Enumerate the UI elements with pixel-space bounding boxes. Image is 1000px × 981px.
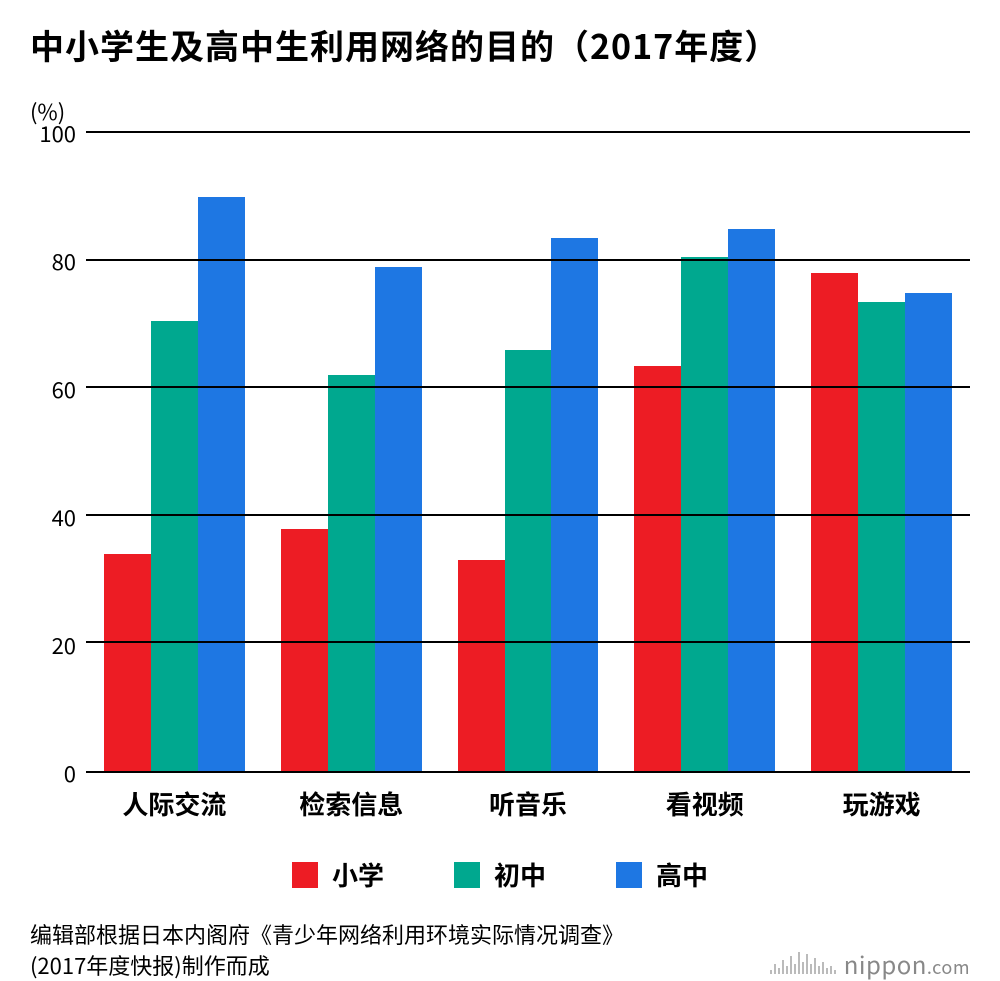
x-label: 听音乐 [440, 785, 617, 822]
gridline [86, 259, 970, 261]
legend-item: 初中 [454, 856, 546, 893]
x-label: 看视频 [616, 785, 793, 822]
bar [858, 302, 905, 771]
bar [104, 554, 151, 771]
bar [505, 350, 552, 771]
brand-logo: nippon.com [770, 946, 970, 981]
bar-group [440, 133, 617, 771]
bar [634, 366, 681, 771]
y-tick: 80 [52, 245, 76, 277]
footer: 编辑部根据日本内阁府《青少年网络利用环境实际情况调查》 (2017年度快报)制作… [30, 919, 970, 981]
bar [728, 229, 775, 771]
legend-item: 高中 [616, 856, 708, 893]
y-tick: 0 [64, 757, 76, 789]
legend-swatch [616, 862, 642, 888]
legend-swatch [292, 862, 318, 888]
chart-title: 中小学生及高中生利用网络的目的（2017年度） [30, 20, 970, 69]
bar [375, 267, 422, 771]
brand-name: nippon [844, 946, 927, 981]
bar [905, 293, 952, 772]
x-label: 检索信息 [263, 785, 440, 822]
x-axis-labels: 人际交流检索信息听音乐看视频玩游戏 [86, 785, 970, 822]
gridline [86, 641, 970, 643]
gridline [86, 386, 970, 388]
bar [198, 197, 245, 771]
bar [281, 529, 328, 771]
bar [151, 321, 198, 771]
y-tick: 60 [52, 373, 76, 405]
y-axis: 020406080100 [30, 133, 86, 773]
bar-groups [86, 133, 970, 771]
bar-group [263, 133, 440, 771]
gridline [86, 131, 970, 133]
y-tick: 20 [52, 629, 76, 661]
y-tick: 40 [52, 501, 76, 533]
source-line-2: (2017年度快报)制作而成 [30, 950, 624, 981]
bar [551, 238, 598, 771]
bar [328, 375, 375, 771]
plot-area: 020406080100 [30, 133, 970, 773]
bar-group [793, 133, 970, 771]
y-tick: 100 [39, 117, 76, 149]
legend-label: 高中 [656, 856, 708, 893]
brand-bars-icon [770, 952, 836, 974]
source-line-1: 编辑部根据日本内阁府《青少年网络利用环境实际情况调查》 [30, 919, 624, 950]
bar-group [616, 133, 793, 771]
legend-label: 初中 [494, 856, 546, 893]
brand-domain: .com [927, 954, 970, 980]
legend-label: 小学 [332, 856, 384, 893]
y-unit-label: (%) [30, 95, 970, 127]
source-text: 编辑部根据日本内阁府《青少年网络利用环境实际情况调查》 (2017年度快报)制作… [30, 919, 624, 981]
bar [811, 273, 858, 771]
x-label: 玩游戏 [793, 785, 970, 822]
bar-group [86, 133, 263, 771]
gridline [86, 514, 970, 516]
bar [458, 560, 505, 771]
x-label: 人际交流 [86, 785, 263, 822]
legend-item: 小学 [292, 856, 384, 893]
legend: 小学 初中 高中 [30, 856, 970, 893]
brand-text: nippon.com [844, 946, 970, 981]
plot [86, 133, 970, 773]
legend-swatch [454, 862, 480, 888]
